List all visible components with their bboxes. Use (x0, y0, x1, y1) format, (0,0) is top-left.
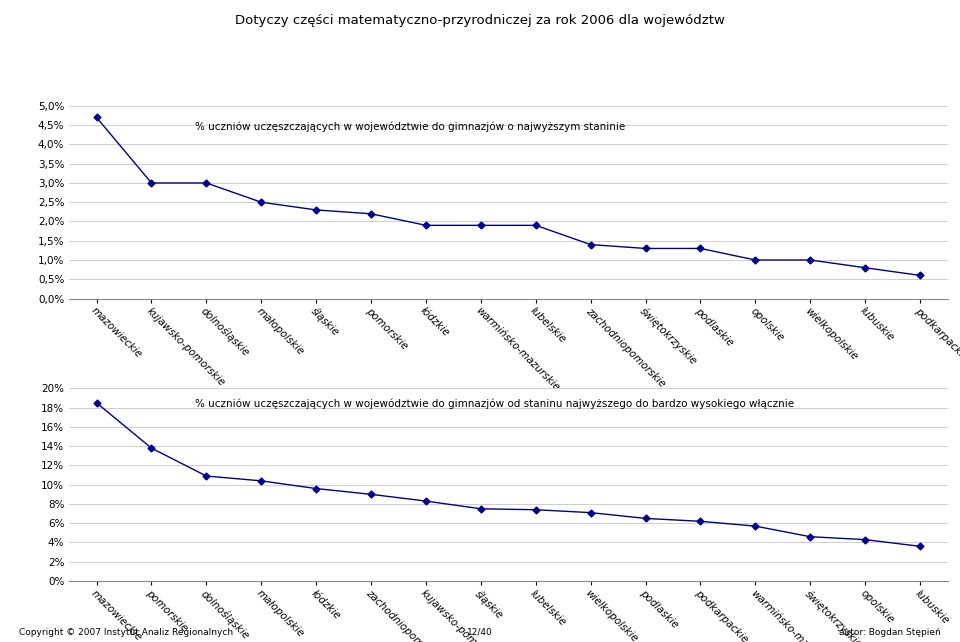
Text: autor: Bogdan Stępień: autor: Bogdan Stępień (839, 628, 941, 637)
Text: % uczniów uczęszczających w województwie do gimnazjów o najwyższym staninie: % uczniów uczęszczających w województwie… (196, 121, 626, 132)
Text: 12/40: 12/40 (468, 628, 492, 637)
Text: % uczniów uczęszczających w województwie do gimnazjów od staninu najwyższego do : % uczniów uczęszczających w województwie… (196, 398, 795, 408)
Text: Copyright © 2007 Instytut Analiz Regionalnych: Copyright © 2007 Instytut Analiz Regiona… (19, 628, 233, 637)
Text: Dotyczy części matematyczno-przyrodniczej za rok 2006 dla województw: Dotyczy części matematyczno-przyrodnicze… (235, 14, 725, 27)
